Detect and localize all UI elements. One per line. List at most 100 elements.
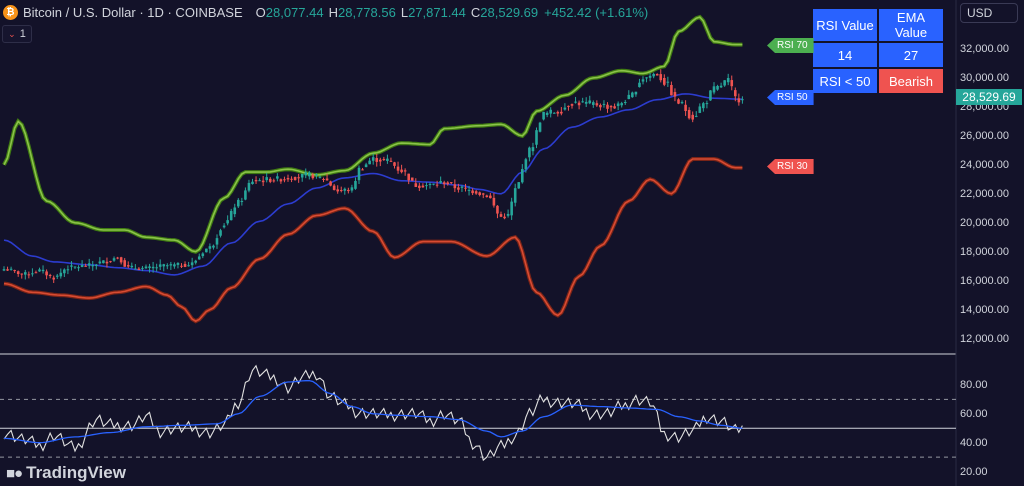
candle-body bbox=[237, 199, 240, 207]
price-axis-tick-label: 24,000.00 bbox=[960, 158, 1009, 171]
tradingview-logo[interactable]: ■● TradingView bbox=[6, 463, 126, 483]
candle bbox=[98, 257, 102, 265]
candle-body bbox=[410, 177, 414, 181]
candle bbox=[709, 90, 712, 101]
candle bbox=[148, 263, 151, 273]
candle bbox=[712, 82, 716, 95]
candle-body bbox=[134, 268, 137, 270]
candle-body bbox=[325, 178, 329, 181]
candle bbox=[137, 267, 141, 271]
candle-body bbox=[698, 106, 702, 113]
candle bbox=[215, 234, 219, 249]
candle bbox=[702, 101, 705, 112]
candle bbox=[652, 72, 655, 79]
candle bbox=[453, 179, 457, 193]
candle bbox=[315, 173, 318, 179]
candle bbox=[489, 193, 492, 199]
candle-body bbox=[513, 188, 517, 203]
candle bbox=[407, 173, 410, 185]
candle bbox=[552, 112, 556, 114]
candle-body bbox=[38, 269, 41, 272]
candle bbox=[687, 107, 691, 120]
candle-body bbox=[187, 265, 190, 267]
candle bbox=[258, 178, 261, 182]
candle-body bbox=[414, 183, 418, 187]
candle-body bbox=[592, 102, 595, 105]
candle-body bbox=[212, 245, 215, 248]
candle-body bbox=[9, 268, 13, 270]
candle bbox=[425, 182, 428, 190]
candle-body bbox=[510, 201, 513, 216]
candle-body bbox=[464, 187, 467, 189]
candle-body bbox=[535, 130, 538, 145]
candle-body bbox=[432, 183, 435, 185]
candle-body bbox=[421, 185, 425, 188]
candle-body bbox=[24, 272, 27, 275]
candle-body bbox=[450, 182, 453, 184]
candle bbox=[240, 197, 244, 206]
candle bbox=[556, 110, 560, 117]
candle bbox=[634, 91, 638, 97]
candle-body bbox=[446, 182, 450, 185]
candle bbox=[251, 178, 254, 185]
candle-body bbox=[702, 103, 705, 109]
candle-body bbox=[407, 173, 410, 181]
candle bbox=[602, 100, 606, 108]
candle bbox=[467, 185, 471, 196]
candle bbox=[648, 73, 652, 82]
price-axis-tick-label: 14,000.00 bbox=[960, 303, 1009, 316]
candle-body bbox=[521, 169, 524, 183]
candle bbox=[77, 265, 80, 272]
candle bbox=[464, 183, 467, 192]
candle bbox=[187, 261, 190, 267]
chevron-down-icon: ⌄ bbox=[8, 28, 16, 39]
indicators-collapse-button[interactable]: ⌄ 1 bbox=[2, 25, 32, 43]
candle bbox=[38, 267, 41, 272]
candle bbox=[400, 164, 403, 174]
candle bbox=[371, 153, 375, 165]
candle-body bbox=[283, 179, 286, 181]
candle bbox=[375, 153, 379, 167]
low-label: L bbox=[400, 4, 409, 20]
candle bbox=[290, 176, 293, 183]
candle bbox=[9, 266, 13, 271]
close-label: C bbox=[470, 4, 481, 20]
candle bbox=[173, 262, 176, 269]
candle-body bbox=[403, 170, 407, 172]
candle-body bbox=[595, 103, 599, 106]
candle-body bbox=[222, 225, 226, 228]
candle bbox=[663, 74, 666, 87]
symbol-title[interactable]: Bitcoin / U.S. Dollar · 1D · COINBASE bbox=[23, 4, 243, 20]
candle-body bbox=[425, 185, 428, 187]
candle-body bbox=[613, 106, 616, 109]
candle-body bbox=[549, 109, 552, 114]
candle-body bbox=[20, 273, 24, 275]
candle bbox=[521, 164, 524, 184]
lower-band-line bbox=[3, 158, 743, 323]
candle-body bbox=[730, 80, 734, 87]
candle bbox=[655, 73, 659, 76]
candle bbox=[279, 178, 283, 184]
candle-body bbox=[418, 185, 421, 188]
candle bbox=[297, 173, 300, 183]
candle-body bbox=[112, 258, 116, 261]
currency-selector[interactable]: USD bbox=[960, 3, 1018, 23]
candle-body bbox=[215, 238, 219, 245]
candle-body bbox=[183, 263, 187, 267]
candle-body bbox=[16, 271, 20, 275]
candle bbox=[577, 100, 581, 110]
price-axis-tick-label: 30,000.00 bbox=[960, 71, 1009, 84]
candle bbox=[144, 264, 148, 269]
candle-body bbox=[453, 184, 457, 189]
candle-body bbox=[599, 104, 602, 108]
candle-body bbox=[375, 158, 379, 162]
candle bbox=[2, 266, 6, 272]
candle-body bbox=[645, 77, 648, 79]
candle-body bbox=[244, 190, 247, 200]
rsi-ema-table: RSI Value EMA Value 14 27 RSI < 50 Beari… bbox=[811, 7, 945, 95]
candle-body bbox=[84, 265, 87, 267]
candle-body bbox=[687, 109, 691, 119]
candles[interactable] bbox=[2, 69, 744, 283]
candle bbox=[16, 270, 20, 277]
